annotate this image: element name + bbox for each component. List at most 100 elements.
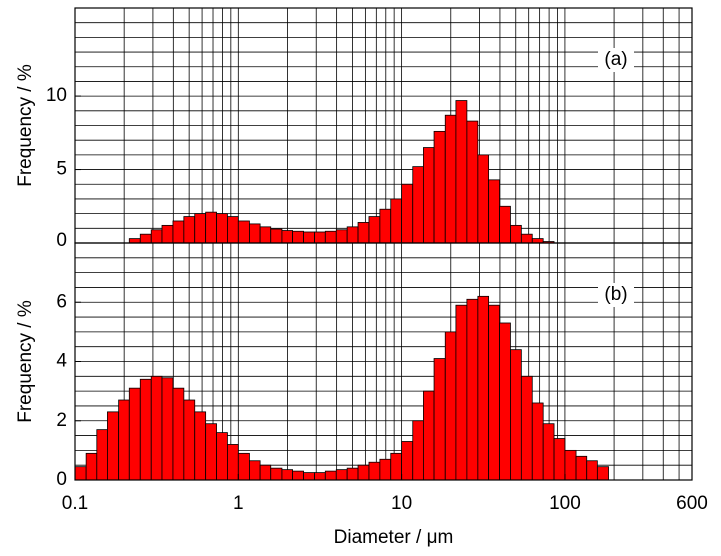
- x-tick-label: 10: [391, 493, 412, 514]
- bar: [531, 238, 544, 244]
- bar: [390, 452, 403, 481]
- bar: [564, 449, 577, 481]
- bar: [281, 469, 293, 481]
- bar: [346, 467, 359, 481]
- bar: [423, 390, 435, 481]
- bar: [553, 438, 566, 481]
- bar: [477, 295, 490, 481]
- bar: [237, 220, 250, 244]
- y-axis-label: Frequency / %: [15, 64, 36, 187]
- bar: [303, 472, 315, 481]
- bar: [96, 429, 108, 481]
- bar: [586, 460, 598, 481]
- bar: [85, 452, 98, 481]
- bar: [139, 378, 152, 481]
- y-tick-label: 0: [56, 230, 67, 251]
- annotation-bg: [598, 48, 634, 72]
- bar: [194, 213, 207, 244]
- bar: [216, 213, 228, 244]
- annotation-bg: [598, 283, 634, 307]
- bar: [172, 387, 185, 481]
- bar: [227, 216, 239, 244]
- bar: [335, 229, 348, 244]
- panel-label: (a): [604, 49, 627, 70]
- bar: [412, 166, 424, 244]
- bar: [488, 304, 500, 481]
- bar: [444, 114, 457, 244]
- bar: [216, 432, 228, 481]
- x-tick-label: 100: [549, 493, 581, 514]
- bar: [466, 120, 479, 244]
- bar: [161, 377, 174, 481]
- bar: [510, 224, 522, 244]
- x-tick-label: 600: [676, 493, 708, 514]
- bar: [477, 154, 490, 244]
- bar: [368, 216, 381, 244]
- bar: [292, 470, 304, 481]
- bar: [205, 211, 217, 244]
- y-tick-label: 10: [46, 85, 67, 106]
- bar: [194, 411, 207, 481]
- bar: [150, 375, 163, 481]
- bar: [74, 466, 87, 481]
- bar: [249, 223, 261, 244]
- bar: [520, 233, 533, 244]
- bar: [303, 231, 315, 244]
- x-tick-label: 0.1: [62, 493, 88, 514]
- x-tick-label: 1: [233, 493, 244, 514]
- bar: [128, 238, 141, 244]
- bar: [379, 458, 392, 481]
- bar: [324, 470, 337, 481]
- bar: [542, 423, 555, 481]
- bar: [531, 402, 544, 481]
- bar: [433, 130, 446, 244]
- y-tick-label: 0: [56, 469, 67, 490]
- bar: [259, 226, 272, 244]
- bar: [314, 231, 326, 244]
- bar: [499, 205, 511, 244]
- bar: [357, 464, 370, 481]
- bar: [128, 387, 141, 481]
- bar: [139, 233, 152, 244]
- y-tick-label: 6: [56, 291, 67, 312]
- bar: [335, 469, 348, 481]
- bar: [368, 461, 381, 481]
- bar: [499, 322, 511, 481]
- bar: [466, 298, 479, 481]
- bar: [249, 460, 261, 481]
- y-tick-label: 4: [56, 351, 67, 372]
- bar: [510, 349, 522, 481]
- bar: [596, 466, 609, 481]
- bar: [237, 452, 250, 481]
- bar: [292, 230, 304, 244]
- bar: [444, 331, 457, 481]
- bar: [575, 455, 588, 481]
- bar: [390, 198, 403, 244]
- bar: [281, 230, 293, 244]
- panel-label: (b): [604, 284, 627, 305]
- x-axis-label: Diameter / μm: [334, 527, 454, 548]
- bar: [379, 208, 392, 244]
- bar: [357, 222, 370, 244]
- bar: [270, 467, 283, 481]
- bar: [227, 444, 239, 481]
- bar: [259, 464, 272, 481]
- bar: [324, 230, 337, 244]
- bar: [455, 100, 468, 244]
- bar: [433, 358, 446, 481]
- bar: [183, 216, 196, 244]
- bar: [183, 399, 196, 481]
- bar: [205, 423, 217, 481]
- bar: [107, 411, 120, 481]
- bar: [314, 472, 326, 481]
- bar: [423, 147, 435, 244]
- bar: [270, 228, 283, 244]
- bar: [488, 179, 500, 244]
- bar: [161, 224, 174, 244]
- bar: [172, 220, 185, 244]
- y-tick-label: 2: [56, 410, 67, 431]
- bar: [412, 420, 424, 481]
- bar: [118, 399, 130, 481]
- y-tick-label: 5: [56, 159, 67, 180]
